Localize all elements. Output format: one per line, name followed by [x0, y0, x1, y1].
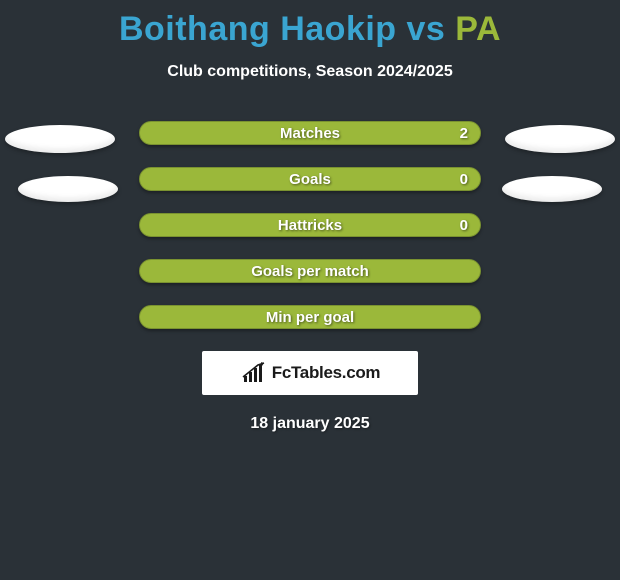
stat-bar-label: Goals: [289, 171, 331, 188]
report-date: 18 january 2025: [0, 415, 620, 433]
source-logo: FcTables.com: [202, 351, 418, 395]
stat-bar: Goals 0: [139, 167, 481, 191]
stat-bar-value: 0: [460, 171, 468, 188]
subtitle: Club competitions, Season 2024/2025: [0, 63, 620, 81]
fctables-chart-icon: [240, 362, 268, 384]
title-player: Boithang Haokip: [119, 10, 397, 48]
stat-bar: Matches 2: [139, 121, 481, 145]
page-title: Boithang Haokip vs PA: [0, 0, 620, 49]
player-club-badge-2: [18, 176, 118, 202]
stat-bar-label: Goals per match: [251, 263, 369, 280]
stat-bar-label: Min per goal: [266, 309, 354, 326]
opponent-club-badge-2: [502, 176, 602, 202]
stat-bar-label: Matches: [280, 125, 340, 142]
stat-bar-label: Hattricks: [278, 217, 342, 234]
stat-bar: Min per goal: [139, 305, 481, 329]
source-logo-text: FcTables.com: [272, 363, 381, 383]
stat-bars: Matches 2 Goals 0 Hattricks 0 Goals per match M…: [139, 121, 481, 329]
title-vs: vs: [397, 10, 456, 48]
opponent-club-badge-1: [505, 125, 615, 153]
stat-bar: Goals per match: [139, 259, 481, 283]
title-opponent: PA: [455, 10, 501, 48]
stat-bar-value: 0: [460, 217, 468, 234]
stat-bar: Hattricks 0: [139, 213, 481, 237]
player-club-badge-1: [5, 125, 115, 153]
stat-bar-value: 2: [460, 125, 468, 142]
comparison-section: Matches 2 Goals 0 Hattricks 0 Goals per match M…: [0, 121, 620, 433]
